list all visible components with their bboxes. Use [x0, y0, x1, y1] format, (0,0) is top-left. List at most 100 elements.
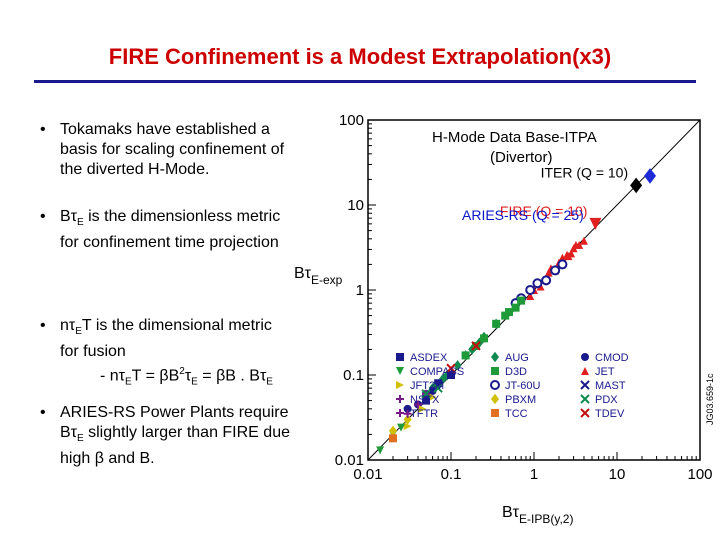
title-underline — [34, 80, 696, 83]
y-tick-label: 0.1 — [343, 367, 364, 384]
data-point — [388, 425, 397, 437]
data-point — [558, 253, 567, 262]
data-point — [422, 396, 431, 405]
axes-layer: 0.010.01 0.1 0.1 1 1 10 10 100 100 — [335, 115, 713, 483]
x-tick-label: 10 — [609, 466, 626, 483]
data-point — [421, 389, 431, 399]
highlight-points-layer: ITER (Q = 10)ARIES-RS (Q = 25)FIRE (Q = … — [500, 164, 657, 230]
formula-line: - nτET = βB2τE = βB . BτE — [60, 362, 273, 393]
data-point — [564, 252, 573, 261]
y-tick-label: 0.01 — [335, 452, 364, 469]
data-point — [532, 278, 543, 289]
highlight-label: ITER (Q = 10) — [541, 164, 629, 180]
formula-part: - nτ — [100, 367, 125, 385]
data-point — [428, 386, 437, 395]
legend-marker — [490, 380, 500, 390]
y-axis-label-sub: E-exp — [311, 273, 343, 287]
bullet-line: nτET is the dimensional metric — [60, 316, 273, 342]
legend-label: TDEV — [595, 408, 625, 420]
bullet-line: BτE slightly larger than FIRE due — [60, 423, 290, 449]
btau-text: Bτ — [60, 424, 77, 441]
y-tick-label: 10 — [347, 197, 364, 214]
data-point — [376, 446, 385, 455]
legend-marker — [491, 367, 499, 375]
legend-marker — [396, 409, 404, 417]
chart-title: H-Mode Data Base-ITPA — [432, 129, 597, 146]
legend-label: PDX — [595, 394, 618, 406]
subscript-e: E — [77, 217, 84, 229]
aries-rs-label: ARIES-RS (Q = 25) — [462, 207, 584, 223]
data-point — [526, 291, 535, 300]
legend-marker — [491, 393, 499, 405]
subscript-e: E — [266, 376, 273, 388]
data-point — [571, 240, 580, 249]
legend-marker — [581, 367, 589, 375]
data-points-layer — [376, 236, 588, 455]
side-code-text: JG03.659-1c — [705, 373, 715, 425]
data-point — [550, 265, 561, 276]
data-point — [557, 259, 568, 270]
legend-marker — [580, 408, 590, 418]
legend-marker — [396, 353, 404, 361]
bullet-line: ARIES-RS Power Plants require — [60, 404, 289, 421]
legend-label: JT-60U — [505, 380, 541, 392]
btau-text: Bτ — [60, 208, 77, 225]
data-point — [434, 379, 443, 388]
data-point — [403, 414, 412, 425]
formula-part: τ — [184, 367, 192, 385]
data-point — [418, 404, 427, 413]
data-point — [397, 423, 406, 432]
data-point — [511, 303, 520, 312]
bullet-text: T is the dimensional metric — [81, 317, 272, 334]
y-tick-label: 1 — [356, 282, 364, 299]
legend-label: NSTX — [410, 394, 440, 406]
data-point — [541, 275, 552, 286]
legend-marker — [580, 380, 590, 390]
legend-label: ASDEX — [410, 352, 448, 364]
x-tick-label: 1 — [530, 466, 538, 483]
bullet-symbol: • — [40, 404, 46, 421]
legend-marker — [580, 394, 590, 404]
subscript-e: E — [125, 376, 132, 388]
data-point — [525, 285, 536, 295]
data-point — [453, 360, 462, 371]
x-axis-label: BτE-IPB(y,2) — [502, 504, 573, 526]
data-point — [544, 268, 553, 277]
subscript-e: E — [77, 433, 84, 445]
bullet-symbol: • — [40, 208, 46, 225]
legend-label: PBXM — [505, 394, 536, 406]
bullet-line: Tokamaks have established a — [60, 121, 270, 138]
formula-part: T = βB — [131, 367, 180, 385]
data-point — [447, 371, 455, 379]
legend-label: JET — [595, 366, 615, 378]
data-point — [480, 334, 489, 343]
highlight-label: FIRE (Q = 10) — [500, 203, 588, 219]
data-point — [433, 383, 443, 393]
legend-label: AUG — [505, 352, 529, 364]
legend-marker — [396, 367, 404, 375]
subscript-e: E — [191, 376, 198, 388]
formula-part: = βB . Bτ — [197, 367, 267, 385]
data-point — [579, 236, 588, 245]
data-point — [403, 409, 412, 418]
x-tick-label: 0.01 — [353, 466, 382, 483]
data-point — [428, 393, 437, 402]
confinement-scatter-chart: ITER (Q = 10) ARIES-RS (Q = 25)FIRE (Q = … — [294, 115, 715, 526]
bullet-line: BτE is the dimensionless metric — [60, 207, 280, 233]
slide-title: FIRE Confinement is a Modest Extrapolati… — [108, 44, 612, 69]
legend-marker — [581, 353, 589, 361]
data-point — [388, 434, 397, 443]
bullet-line: for confinement time projection — [60, 234, 279, 252]
bullet-text: slightly larger than FIRE due — [83, 424, 290, 441]
legend-label: CMOD — [595, 352, 629, 364]
legend-layer: ASDEX AUG CMOD COMPASS D3D JET JFT2M JT-60U MAST… — [396, 351, 629, 420]
data-point — [446, 363, 456, 373]
x-axis-label-main: Bτ — [502, 504, 520, 521]
bullet-line: basis for scaling confinement of — [60, 141, 285, 158]
data-point — [517, 296, 526, 305]
x-tick-label: 100 — [687, 466, 712, 483]
ntau-text: nτ — [60, 317, 76, 334]
x-tick-label: 0.1 — [441, 466, 462, 483]
legend-label: D3D — [505, 366, 527, 378]
legend-marker — [396, 395, 404, 403]
